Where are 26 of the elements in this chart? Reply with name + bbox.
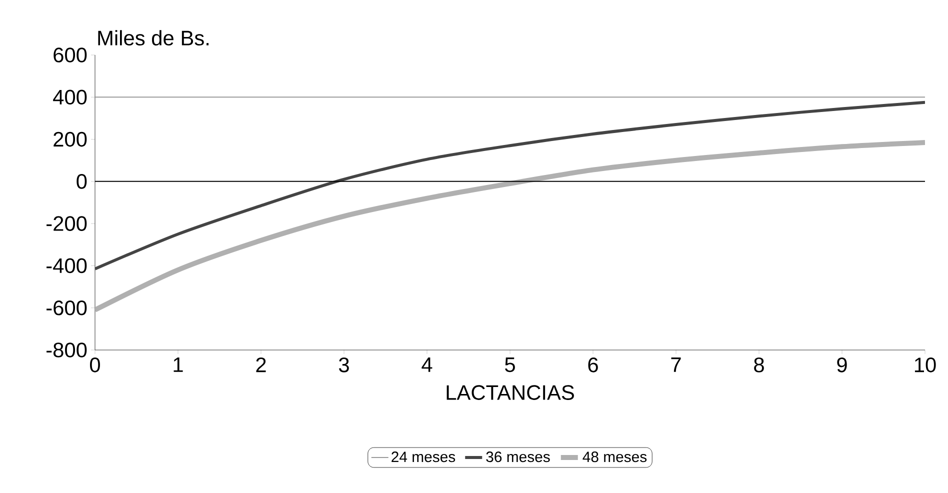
line-series xyxy=(95,140,926,312)
x-tick-label: 7 xyxy=(671,358,681,372)
x-tick-label: 6 xyxy=(588,358,598,372)
y-axis-title: Miles de Bs. xyxy=(98,30,209,46)
x-tick-label: 9 xyxy=(837,358,847,372)
y-tick-label: 600 xyxy=(54,48,87,62)
x-tick-label: 2 xyxy=(256,358,266,372)
x-tick-label: 8 xyxy=(754,358,764,372)
line-series xyxy=(95,100,926,270)
x-tick-label: 5 xyxy=(505,358,515,372)
y-tick-label: -200 xyxy=(46,216,87,231)
x-tick-label: 3 xyxy=(338,358,349,372)
x-axis-title: LACTANCIAS xyxy=(446,385,574,400)
y-tick-label: -600 xyxy=(46,300,87,316)
x-tick-label: 10 xyxy=(914,358,936,372)
y-tick-label: -800 xyxy=(46,342,87,358)
legend-label: 48 meses xyxy=(582,452,647,462)
legend-label: 24 meses xyxy=(392,452,456,462)
y-tick-label: 200 xyxy=(54,132,87,147)
y-tick-label: 400 xyxy=(53,90,87,105)
y-tick-label: 0 xyxy=(76,174,87,189)
x-tick-label: 4 xyxy=(422,358,432,372)
y-tick-label: -400 xyxy=(46,258,87,274)
x-tick-label: 0 xyxy=(90,358,100,372)
legend-label: 36 meses xyxy=(486,452,550,462)
x-tick-label: 1 xyxy=(174,358,183,372)
